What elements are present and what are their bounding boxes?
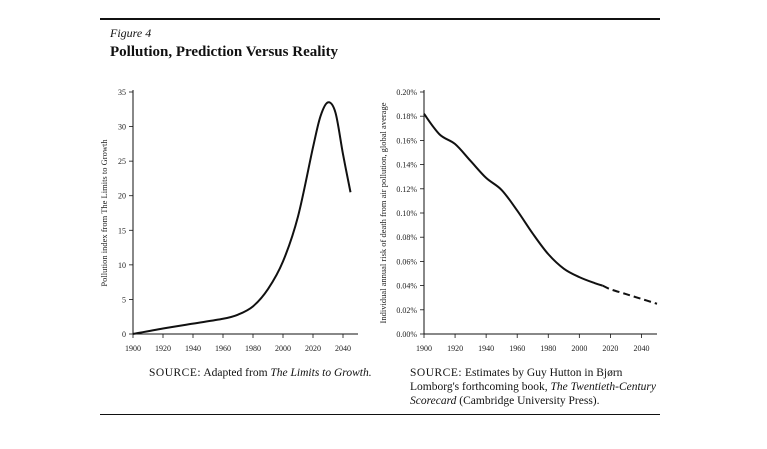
left-y-tick-label: 0 (122, 330, 126, 339)
right-x-tick-label: 2020 (602, 344, 618, 353)
right-x-tick-label: 1900 (416, 344, 432, 353)
right-source-text-1: Estimates by Guy Hutton in Bjørn Lomborg… (410, 367, 623, 393)
left-x-tick-label: 2020 (305, 344, 321, 353)
left-y-tick-label: 10 (118, 261, 126, 270)
right-x-tick-label: 2040 (633, 344, 649, 353)
right-y-tick-label: 0.08% (396, 233, 417, 242)
right-y-tick-label: 0.10% (396, 209, 417, 218)
left-x-tick-label: 1920 (155, 344, 171, 353)
bottom-rule (100, 414, 660, 415)
left-x-tick-label: 2040 (335, 344, 351, 353)
right-y-tick-label: 0.06% (396, 257, 417, 266)
left-y-tick-label: 30 (118, 123, 126, 132)
right-chart: 0.00% 0.02% 0.04% 0.06% 0.08% 0.10% 0.12% 0.14%… (378, 88, 658, 353)
right-source-note: SOURCE: Estimates by Guy Hutton in Bjørn… (410, 366, 665, 408)
right-source-label: SOURCE: (410, 367, 463, 379)
right-source-title: The Twentieth-Century Scorecard (410, 381, 657, 407)
right-y-tick-label: 0.20% (396, 88, 417, 97)
top-rule (100, 18, 660, 20)
left-y-axis-title: Pollution index from The Limits to Growt… (99, 139, 109, 287)
right-y-tick-label: 0.02% (396, 306, 417, 315)
left-chart: 0 5 10 15 20 25 30 35 1900 1920 1940 1960 1980 2000 20… (99, 88, 358, 353)
left-source-note: SOURCE: Adapted from The Limits to Growt… (149, 366, 409, 380)
right-y-tick-label: 0.18% (396, 112, 417, 121)
right-x-tick-label: 2000 (571, 344, 587, 353)
left-y-tick-label: 15 (118, 226, 126, 235)
right-x-tick-label: 1920 (447, 344, 463, 353)
left-x-tick-label: 2000 (275, 344, 291, 353)
figure-label: Figure 4 (110, 26, 152, 40)
left-series-line-actual (132, 101, 352, 335)
left-x-tick-label: 1980 (245, 344, 261, 353)
left-source-title: The Limits to Growth. (270, 367, 372, 379)
left-x-tick-label: 1940 (185, 344, 201, 353)
left-source-label: SOURCE: (149, 367, 202, 379)
right-series-line-actual (423, 113, 603, 287)
right-x-tick-label: 1960 (509, 344, 525, 353)
left-x-tick-label: 1900 (125, 344, 141, 353)
right-x-tick-label: 1980 (540, 344, 556, 353)
right-x-tick-label: 1940 (478, 344, 494, 353)
figure-title: Pollution, Prediction Versus Reality (110, 44, 339, 60)
left-source-text: Adapted from (203, 367, 268, 379)
right-source-text-2: (Cambridge University Press). (459, 395, 600, 407)
right-y-tick-label: 0.12% (396, 185, 417, 194)
right-y-tick-label: 0.00% (396, 330, 417, 339)
right-y-tick-label: 0.04% (396, 282, 417, 291)
left-x-tick-label: 1960 (215, 344, 231, 353)
right-y-tick-label: 0.16% (396, 136, 417, 145)
right-y-axis-title: Individual annual risk of death from air… (378, 102, 388, 323)
right-series-line-projected (602, 284, 658, 305)
left-y-tick-label: 20 (118, 192, 126, 201)
left-y-tick-label: 25 (118, 157, 126, 166)
left-y-tick-label: 5 (122, 295, 126, 304)
left-y-tick-label: 35 (118, 88, 126, 97)
right-y-tick-label: 0.14% (396, 161, 417, 170)
